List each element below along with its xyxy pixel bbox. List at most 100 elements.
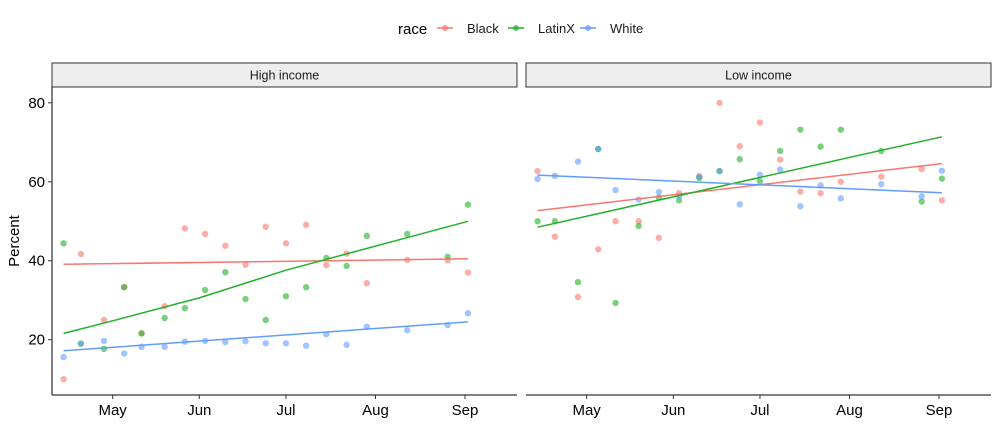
data-point xyxy=(77,340,85,347)
data-point xyxy=(100,316,108,324)
series-latinx xyxy=(534,126,946,307)
data-point xyxy=(918,193,925,200)
data-point xyxy=(612,218,619,225)
x-tick-label: Aug xyxy=(836,402,863,419)
data-point xyxy=(551,233,559,240)
legend-key-point xyxy=(585,25,591,31)
data-point xyxy=(161,314,168,322)
data-point xyxy=(878,173,885,180)
data-point xyxy=(756,178,764,185)
panel-high-income: May Jun Jul Aug Sep xyxy=(52,201,517,419)
data-point xyxy=(776,166,784,173)
y-axis-title: Percent xyxy=(6,214,23,267)
data-point xyxy=(222,338,229,346)
legend: race Black LatinX White xyxy=(398,21,643,38)
data-point xyxy=(60,240,67,247)
data-point xyxy=(655,188,663,196)
data-point xyxy=(181,304,189,312)
data-point xyxy=(655,234,663,242)
data-point xyxy=(282,293,290,300)
legend-label: White xyxy=(610,21,643,36)
data-point xyxy=(696,173,703,181)
data-point xyxy=(464,269,472,276)
data-point xyxy=(323,261,330,269)
data-point xyxy=(121,350,128,357)
data-point xyxy=(138,330,145,337)
legend-item-black: Black xyxy=(437,21,499,36)
y-tick-label: 40 xyxy=(28,253,45,270)
x-tick-label: Jul xyxy=(276,402,295,419)
data-point xyxy=(736,143,743,150)
trend-line-latinx xyxy=(63,220,469,335)
data-point xyxy=(77,250,85,258)
data-point xyxy=(60,353,67,361)
data-point xyxy=(612,186,619,194)
legend-key-point xyxy=(513,25,519,31)
x-tick-label: Jul xyxy=(750,402,769,419)
data-point xyxy=(776,147,784,155)
data-point xyxy=(938,167,946,174)
legend-label: Black xyxy=(467,21,499,36)
data-point xyxy=(635,222,642,230)
data-point xyxy=(736,201,743,208)
trend-line-white xyxy=(63,321,468,352)
trend-line-black xyxy=(537,162,942,212)
data-point xyxy=(817,190,824,197)
x-tick-label: Sep xyxy=(452,402,479,419)
data-point xyxy=(612,299,619,307)
data-point xyxy=(464,201,472,208)
data-point xyxy=(756,119,764,126)
legend-item-latinx: LatinX xyxy=(508,21,575,36)
data-point xyxy=(262,340,269,347)
data-point xyxy=(878,180,885,188)
x-tick-label: May xyxy=(572,402,601,419)
data-point xyxy=(918,198,925,205)
data-point xyxy=(302,342,310,349)
data-point xyxy=(595,246,602,253)
data-point xyxy=(302,221,310,229)
data-point xyxy=(262,316,269,324)
data-point xyxy=(534,167,541,175)
data-point xyxy=(938,197,946,204)
y-tick-label: 20 xyxy=(28,332,45,349)
data-point xyxy=(635,218,642,225)
x-tick-label: May xyxy=(98,402,127,419)
y-tick-label: 80 xyxy=(28,95,45,112)
data-point xyxy=(363,280,371,287)
legend-title: race xyxy=(398,21,427,38)
data-point xyxy=(201,230,209,238)
trend-line-latinx xyxy=(537,136,943,228)
panel-title-low-income: Low income xyxy=(725,69,792,83)
data-point xyxy=(343,262,350,270)
data-point xyxy=(201,286,209,294)
data-point xyxy=(574,158,582,165)
series-black xyxy=(534,99,946,301)
y-axis: 20 40 60 80 xyxy=(28,87,53,395)
panel-strip-high-income: High income xyxy=(51,62,518,88)
data-point xyxy=(161,343,168,351)
data-point xyxy=(756,171,764,178)
data-point xyxy=(262,223,269,230)
series-white xyxy=(534,145,946,210)
data-point xyxy=(242,295,249,303)
y-tick-label: 60 xyxy=(28,174,45,191)
data-point xyxy=(222,242,229,249)
legend-item-white: White xyxy=(580,21,643,36)
x-tick-label: Aug xyxy=(362,402,389,419)
data-point xyxy=(242,261,249,268)
data-point xyxy=(404,230,411,238)
data-point xyxy=(776,156,784,163)
data-point xyxy=(837,126,845,133)
x-tick-label: Jun xyxy=(187,402,211,419)
legend-label: LatinX xyxy=(538,21,575,36)
data-point xyxy=(918,165,925,173)
data-point xyxy=(60,376,67,383)
panel-low-income: May Jun Jul Aug Sep xyxy=(526,99,991,419)
data-point xyxy=(534,175,541,183)
data-point xyxy=(817,143,824,150)
data-point xyxy=(595,145,602,153)
data-point xyxy=(282,240,290,247)
data-point xyxy=(837,178,845,185)
legend-key-point xyxy=(442,25,448,31)
